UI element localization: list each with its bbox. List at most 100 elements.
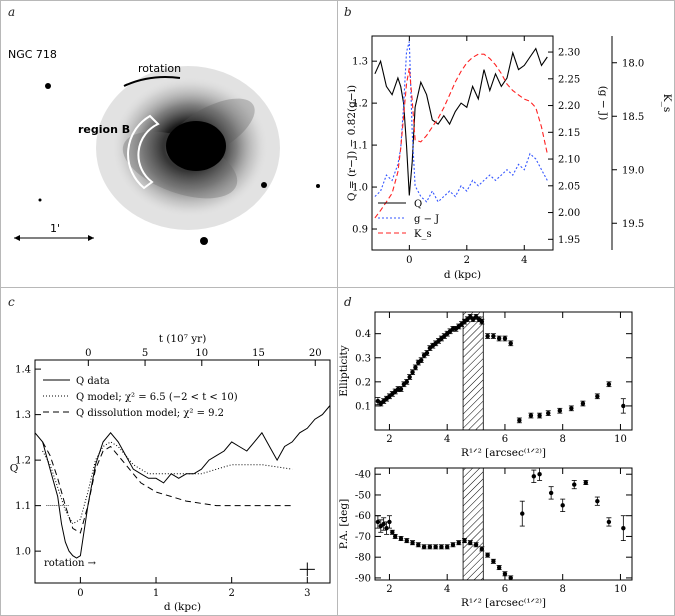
data-point [595, 498, 600, 504]
data-point [508, 575, 513, 581]
data-point [375, 398, 381, 404]
y-tick-label: -90 [355, 573, 371, 584]
chart-d-ellipticity: 2 4 6 8 10 0.1 0.2 0.3 0.4 R¹ᐟ² [arcsec⁽¹ᐟ²⁾] Elli… [338, 311, 633, 459]
top-tick-label: 10 [195, 348, 208, 359]
data-point [606, 382, 612, 387]
x-tick-label: 10 [614, 584, 627, 595]
data-point [381, 398, 386, 404]
rotation-annotation: rotation → [44, 558, 97, 569]
data-point [390, 530, 395, 535]
y-tick-label: 1.0 [15, 547, 31, 558]
y2-tick-label: 2.30 [558, 48, 580, 59]
data-point [404, 379, 409, 385]
data-point [456, 324, 461, 329]
x-axis-label: R¹ᐟ² [arcsec⁽¹ᐟ²⁾] [461, 447, 546, 459]
data-point [427, 544, 433, 550]
x-axis-label: d (kpc) [164, 601, 201, 613]
y-tick-label: 1.1 [15, 501, 31, 512]
x-tick-label: 6 [502, 434, 508, 445]
data-point [520, 511, 525, 516]
data-point [404, 538, 409, 543]
data-point [485, 333, 490, 339]
data-point [621, 525, 626, 531]
rotation-label: rotation [138, 62, 181, 75]
series-line [374, 53, 548, 219]
series-line [42, 441, 293, 534]
top-axis-label: t (10⁷ yr) [159, 333, 207, 345]
legend-label: Q [414, 199, 422, 210]
plot-frame [371, 35, 554, 251]
data-point [583, 480, 588, 485]
legend-label: K_s [414, 229, 432, 240]
data-point [393, 534, 398, 539]
data-point [476, 317, 482, 322]
y-tick-label: -40 [355, 470, 371, 481]
y-tick-label: 1.0 [352, 183, 368, 194]
ks-tick-label: 18.0 [622, 58, 644, 69]
data-point [410, 370, 415, 375]
data-point [433, 341, 438, 346]
series-line [374, 41, 548, 203]
plot-frame [374, 311, 633, 431]
data-point [479, 546, 485, 552]
y-tick-label: -80 [355, 553, 371, 564]
data-point [491, 559, 496, 564]
y-axis-label: P.A. [deg] [338, 499, 350, 549]
star-dot [38, 198, 42, 202]
data-point [436, 338, 441, 344]
data-point [442, 333, 447, 339]
data-point [421, 544, 427, 550]
scale-label: 1' [50, 222, 60, 235]
series-line [42, 441, 293, 525]
y-axis-label: Q [10, 463, 19, 475]
data-point [465, 317, 470, 322]
data-point [407, 374, 412, 380]
plot-frame [374, 467, 633, 581]
y-tick-label: 1.2 [15, 456, 31, 467]
x-tick-label: 0 [77, 588, 83, 599]
chart-d-position-angle: 2 4 6 8 10 -90 -80 -70 -60 -50 -40 R¹ᐟ² [arcsec⁽¹ᐟ²… [338, 467, 633, 609]
y-tick-label: 1.3 [15, 410, 31, 421]
chart-c: 0 1 2 3 0 5 10 15 20 1.0 1.1 1.2 1.3 1.4 Q data Q model… [10, 333, 331, 613]
data-point [470, 317, 476, 322]
data-point [419, 357, 424, 363]
data-point [450, 542, 456, 547]
panel-label-c: c [8, 295, 15, 309]
hatched-band [462, 467, 484, 581]
panel-label-d: d [344, 295, 352, 309]
top-tick-label: 0 [85, 348, 91, 359]
x-tick-label: 1 [153, 588, 159, 599]
data-point [621, 403, 626, 409]
data-point [606, 519, 612, 525]
data-point [430, 343, 435, 348]
y-tick-label: -70 [355, 532, 371, 543]
data-point [517, 418, 522, 423]
y2-tick-label: 2.05 [558, 181, 580, 192]
x-tick-label: 6 [502, 584, 508, 595]
data-point [528, 413, 534, 418]
data-point [387, 394, 392, 399]
top-tick-label: 20 [309, 348, 322, 359]
y-tick-label: 1.4 [15, 365, 31, 376]
ks-axis-label: K_s [661, 94, 673, 112]
data-point [479, 319, 485, 324]
hatched-band [462, 311, 484, 431]
data-point [410, 540, 415, 545]
data-point [398, 536, 404, 541]
y-axis-label: Ellipticity [338, 345, 350, 396]
data-point [444, 544, 450, 550]
rotation-arc [123, 76, 181, 87]
galaxy-image [38, 66, 320, 245]
x-tick-label: 3 [304, 588, 310, 599]
data-point [496, 565, 502, 570]
region-label: region B [78, 123, 130, 136]
data-point [537, 413, 542, 418]
data-point [537, 472, 542, 477]
plot-frame [34, 359, 331, 584]
y-tick-label: 1.3 [352, 57, 368, 68]
data-point [387, 519, 392, 525]
data-point [580, 401, 586, 406]
series-line [34, 405, 331, 559]
y2-axis-label: (g − J) [597, 86, 609, 121]
